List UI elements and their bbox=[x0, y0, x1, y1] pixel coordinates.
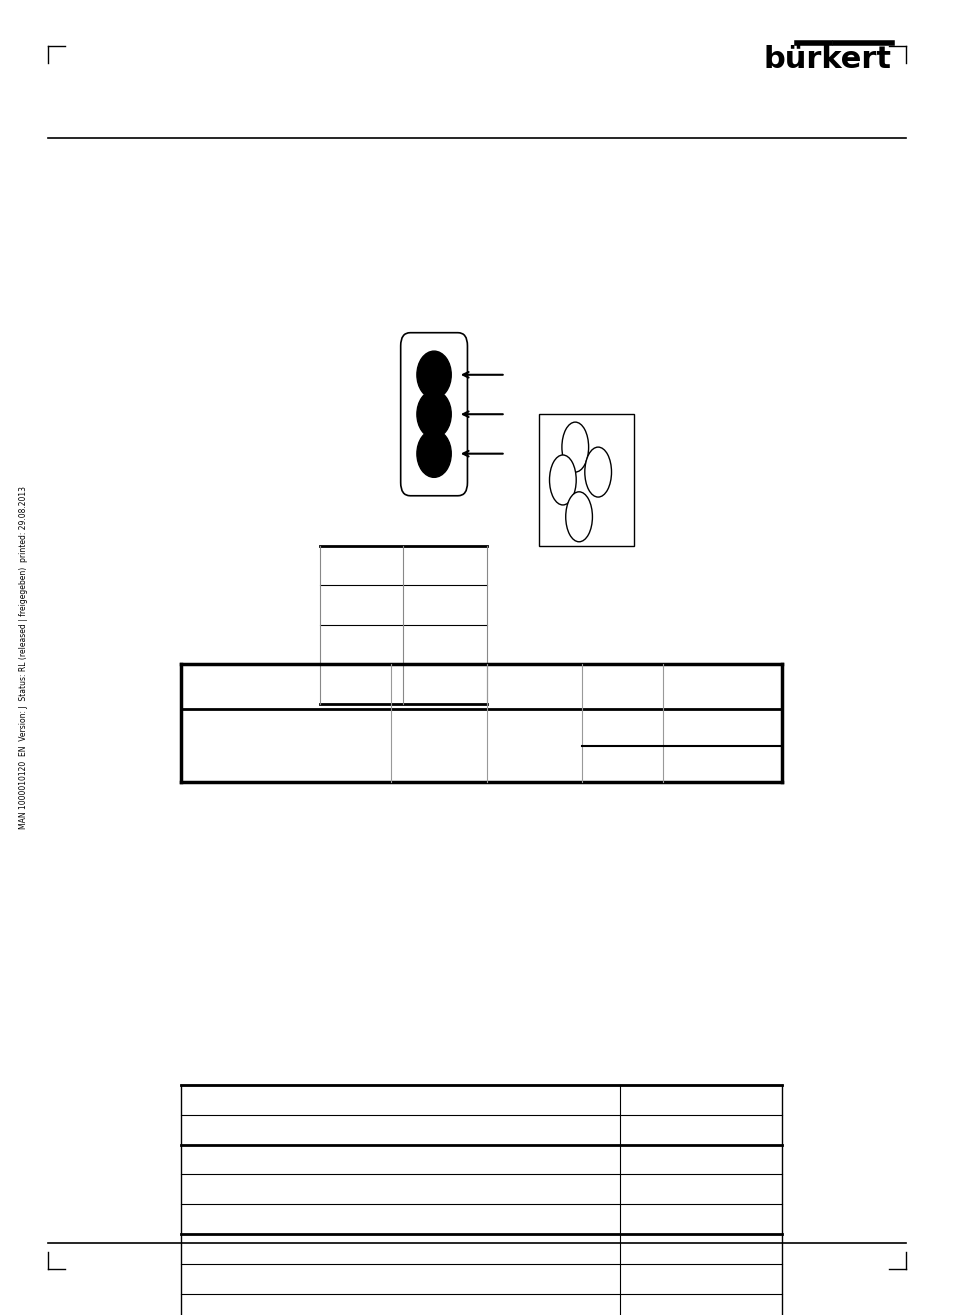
Ellipse shape bbox=[565, 492, 592, 542]
Text: MAN 1000010120  EN  Version: J  Status: RL (released | freigegeben)  printed: 29: MAN 1000010120 EN Version: J Status: RL … bbox=[19, 487, 29, 828]
Ellipse shape bbox=[549, 455, 576, 505]
Text: bürkert: bürkert bbox=[763, 45, 891, 74]
Ellipse shape bbox=[561, 422, 588, 472]
FancyBboxPatch shape bbox=[400, 333, 467, 496]
Circle shape bbox=[416, 351, 451, 398]
Bar bbox=[538, 414, 634, 546]
Ellipse shape bbox=[584, 447, 611, 497]
Circle shape bbox=[416, 391, 451, 438]
Circle shape bbox=[416, 430, 451, 477]
